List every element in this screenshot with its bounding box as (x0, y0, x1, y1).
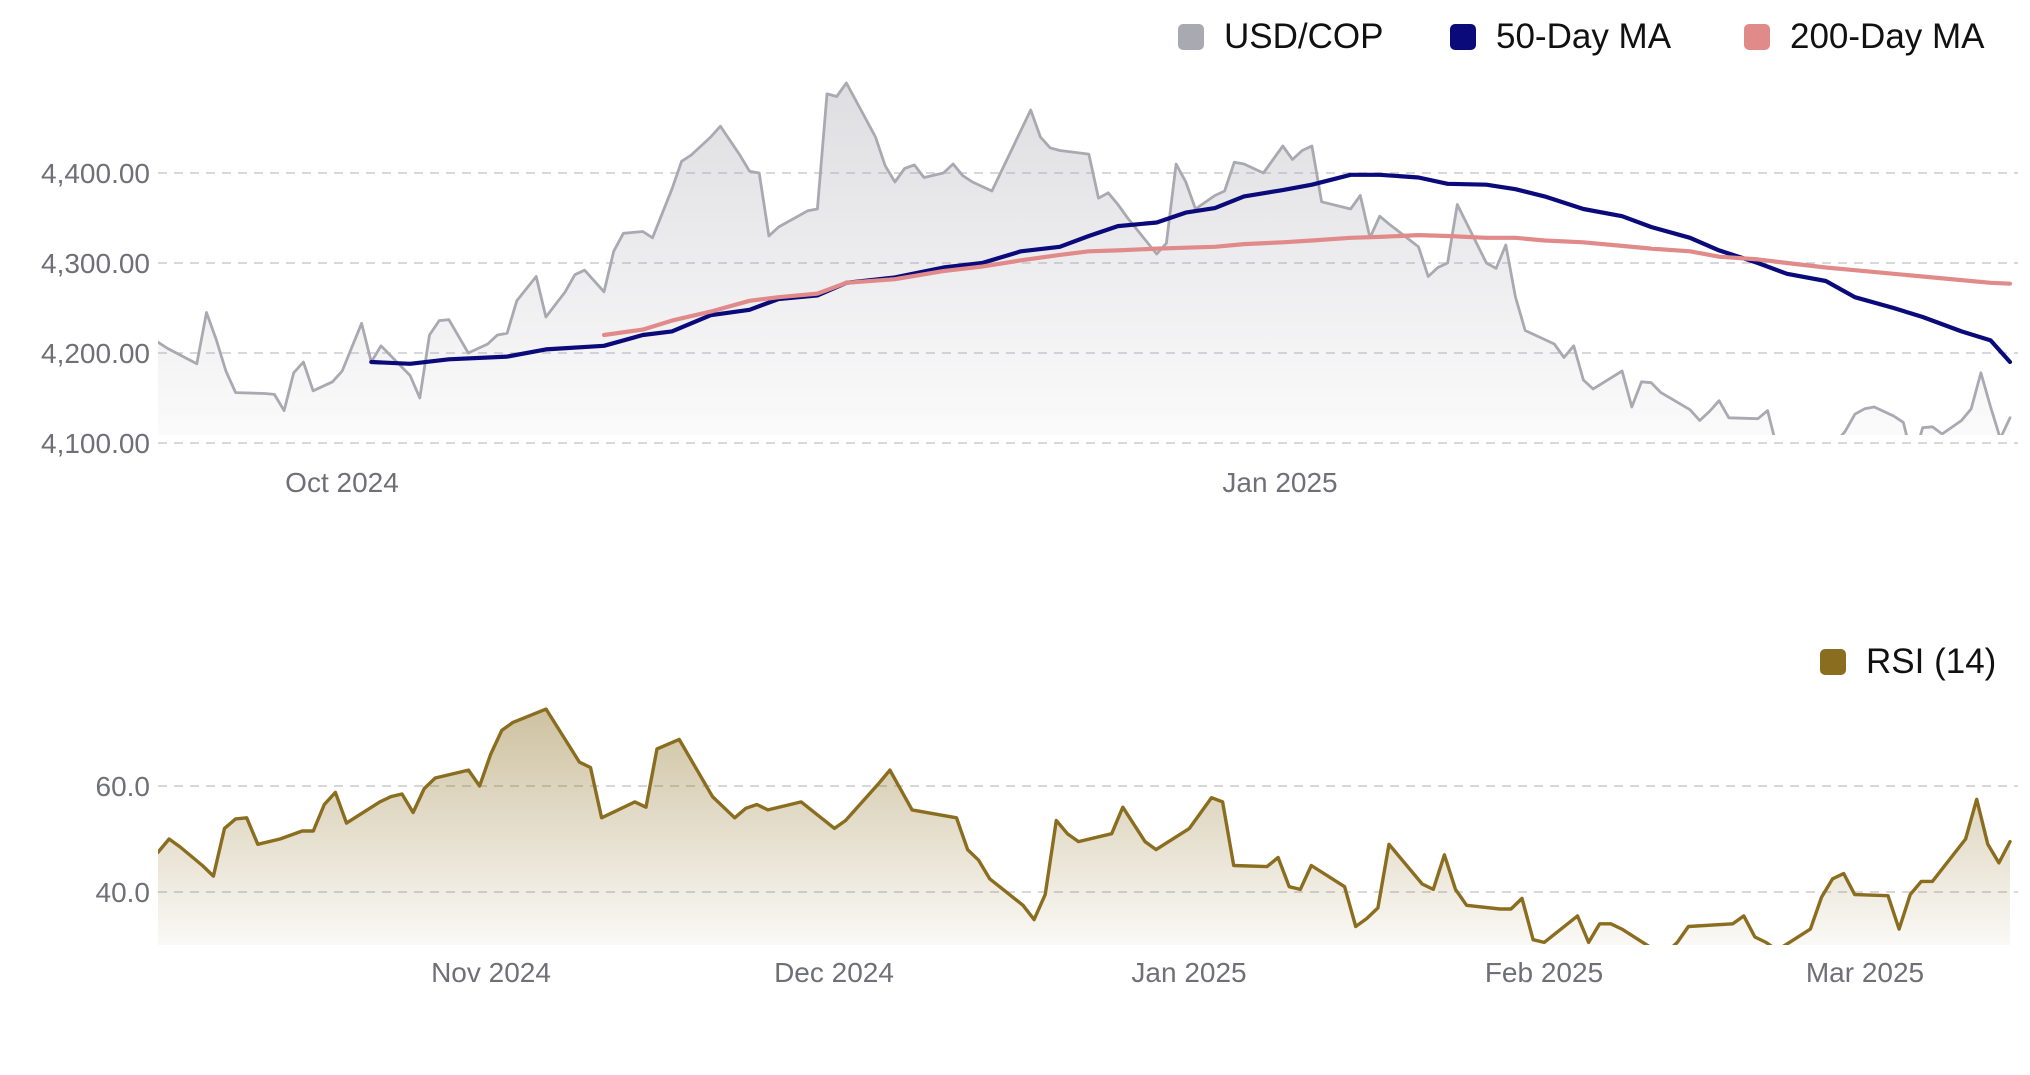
rsi-x-tick: Nov 2024 (431, 957, 551, 988)
price-x-ticks: Oct 2024 Jan 2025 (285, 467, 1337, 498)
rsi-x-tick: Mar 2025 (1806, 957, 1924, 988)
legend-label-usdcop: USD/COP (1224, 17, 1383, 56)
rsi-y-ticks: 60.0 40.0 (96, 771, 151, 908)
rsi-y-tick: 60.0 (96, 771, 151, 802)
rsi-x-tick: Jan 2025 (1131, 957, 1246, 988)
price-y-ticks: 4,400.00 4,300.00 4,200.00 4,100.00 (41, 158, 150, 459)
legend-label-ma50: 50-Day MA (1496, 17, 1672, 56)
rsi-series-layer (158, 707, 2012, 945)
series-line-50-day-ma (369, 172, 2013, 366)
series-line-200-day-ma (601, 233, 2013, 338)
rsi-x-tick: Dec 2024 (774, 957, 894, 988)
price-panel: 4,400.00 4,300.00 4,200.00 4,100.00 Oct … (41, 17, 2018, 498)
series-line-rsi-14 (158, 707, 2012, 945)
rsi-legend: RSI (14) (1820, 642, 1996, 681)
price-x-tick: Oct 2024 (285, 467, 399, 498)
series-area-rsi-14 (158, 709, 2010, 945)
price-x-tick: Jan 2025 (1222, 467, 1337, 498)
series-line-usd-cop (158, 81, 2012, 435)
legend-swatch-ma200 (1744, 24, 1770, 50)
series-area-usd-cop (158, 83, 2010, 435)
rsi-x-ticks: Nov 2024 Dec 2024 Jan 2025 Feb 2025 Mar … (431, 957, 1924, 988)
price-series-layer (158, 81, 2013, 435)
legend-swatch-usdcop (1178, 24, 1204, 50)
price-y-tick: 4,400.00 (41, 158, 150, 189)
legend-swatch-rsi (1820, 649, 1846, 675)
rsi-y-tick: 40.0 (96, 877, 151, 908)
legend-label-ma200: 200-Day MA (1790, 17, 1985, 56)
price-y-tick: 4,300.00 (41, 248, 150, 279)
legend-swatch-ma50 (1450, 24, 1476, 50)
rsi-x-tick: Feb 2025 (1485, 957, 1603, 988)
price-y-tick: 4,200.00 (41, 338, 150, 369)
rsi-panel: 60.0 40.0 Nov 2024 Dec 2024 Jan 2025 Feb… (96, 642, 2018, 988)
price-legend: USD/COP 50-Day MA 200-Day MA (1178, 17, 1985, 56)
legend-label-rsi: RSI (14) (1866, 642, 1996, 681)
price-y-tick: 4,100.00 (41, 428, 150, 459)
